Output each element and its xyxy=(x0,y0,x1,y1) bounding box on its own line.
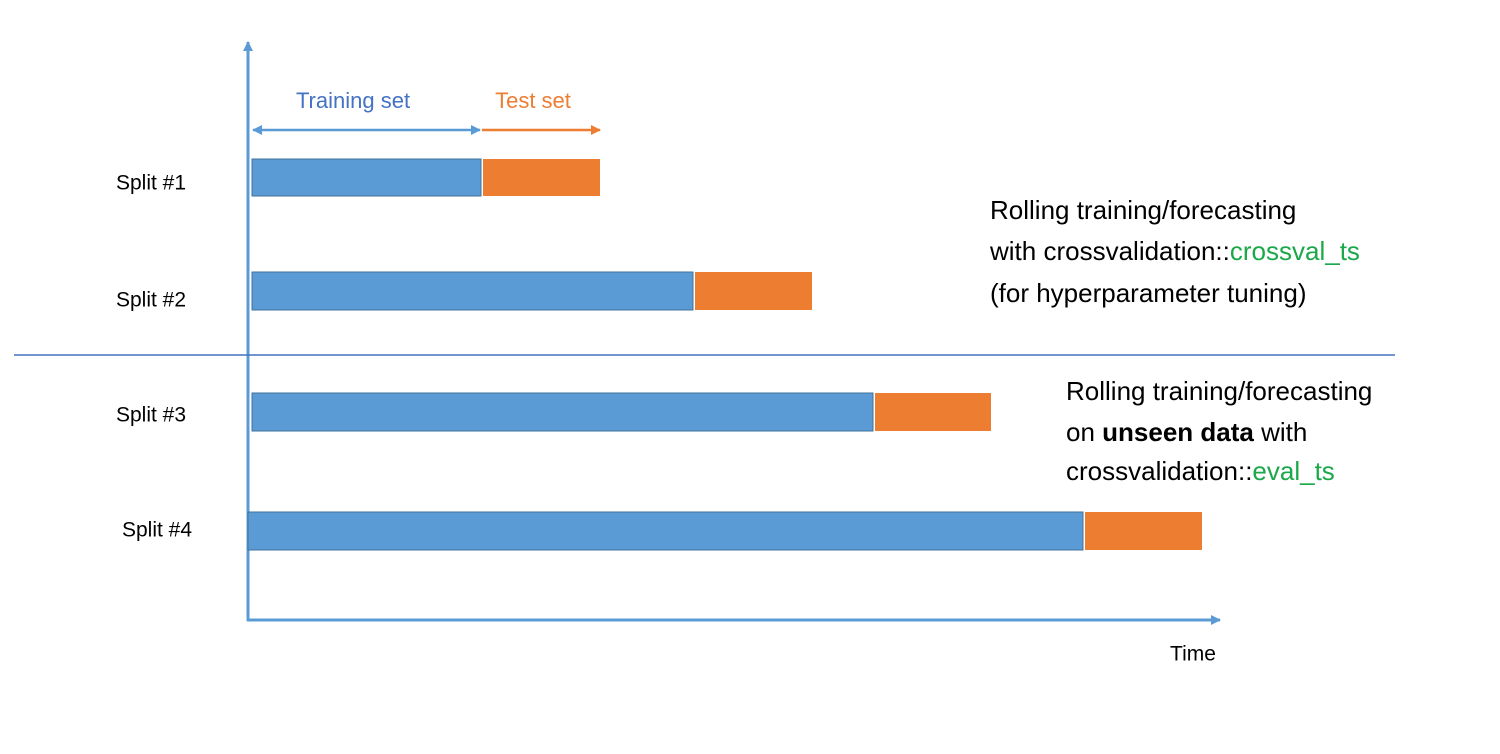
note-text: on xyxy=(1066,417,1102,447)
test-bar xyxy=(1085,512,1202,550)
emphasis: unseen data xyxy=(1102,417,1254,447)
note-line: crossvalidation::eval_ts xyxy=(1066,456,1335,486)
split-label: Split #3 xyxy=(116,404,186,427)
note-text: with crossvalidation:: xyxy=(989,236,1230,266)
test-bar xyxy=(875,393,991,431)
training-bar xyxy=(247,511,1084,551)
note-text: with xyxy=(1254,417,1307,447)
split-label: Split #1 xyxy=(116,172,186,195)
test-bar xyxy=(483,159,600,196)
test-bar xyxy=(695,272,812,310)
note-text: crossvalidation:: xyxy=(1066,456,1252,486)
training-bar xyxy=(251,271,694,311)
function-name: eval_ts xyxy=(1252,456,1334,486)
note-line: (for hyperparameter tuning) xyxy=(990,278,1306,308)
training-label: Training set xyxy=(296,88,410,113)
training-bar xyxy=(251,158,482,197)
note-line: Rolling training/forecasting xyxy=(1066,376,1372,406)
note-line: on unseen data with xyxy=(1066,417,1307,447)
note-line: Rolling training/forecasting xyxy=(990,195,1296,225)
split-label: Split #4 xyxy=(122,519,192,542)
training-bar xyxy=(251,392,874,432)
test-label: Test set xyxy=(495,88,571,113)
split-label: Split #2 xyxy=(116,289,186,312)
note-line: with crossvalidation::crossval_ts xyxy=(989,236,1360,266)
function-name: crossval_ts xyxy=(1230,236,1360,266)
x-axis-label: Time xyxy=(1170,643,1216,666)
